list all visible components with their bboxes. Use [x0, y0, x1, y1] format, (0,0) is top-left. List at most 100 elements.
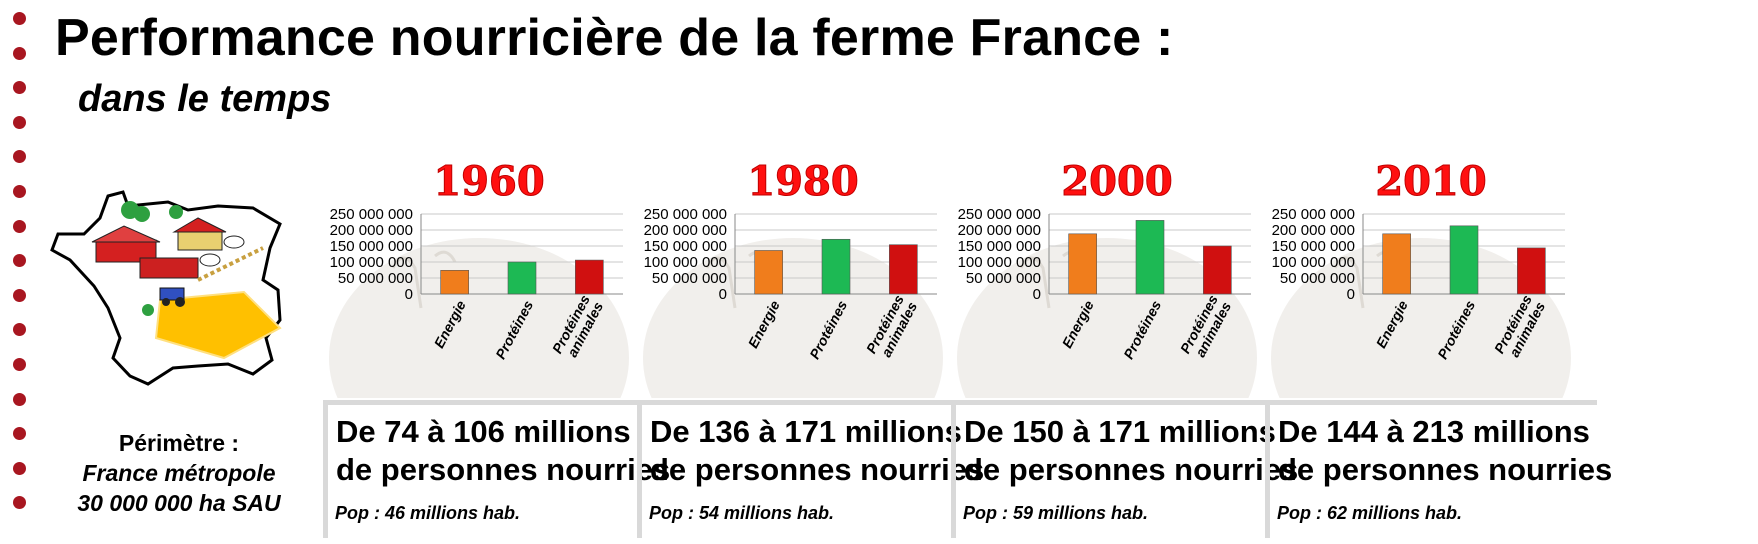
y-tick-label: 0 — [405, 286, 413, 303]
population-note: Pop : 59 millions hab. — [963, 503, 1149, 523]
decorative-dot — [13, 219, 26, 233]
y-tick-label: 200 000 000 — [1272, 222, 1355, 239]
headline-line-2: de personnes nourries — [1278, 452, 1613, 487]
decorative-dot — [13, 115, 26, 129]
year-heading: 2000 — [1061, 158, 1173, 206]
decorative-dot — [13, 81, 26, 95]
bar-proteines — [1135, 220, 1165, 295]
summary-box: De 144 à 213 millions de personnes nourri… — [1265, 400, 1612, 538]
headline-text: De 136 à 171 millions de personnes nourri… — [642, 405, 984, 489]
perimeter-scope: France métropole — [82, 460, 276, 486]
summary-box: De 136 à 171 millions de personnes nourri… — [637, 400, 984, 538]
headline-line-1: De 144 à 213 millions — [1278, 414, 1590, 449]
y-tick-label: 150 000 000 — [1272, 238, 1355, 255]
headline-line-1: De 136 à 171 millions — [650, 414, 962, 449]
bar-proteines — [1449, 225, 1479, 295]
cow — [223, 235, 245, 249]
headline-line-2: de personnes nourries — [964, 452, 1299, 487]
perimeter-label: Périmètre : — [118, 430, 240, 456]
population-note: Pop : 54 millions hab. — [649, 503, 835, 523]
france-farm-map-illustration — [50, 190, 282, 386]
y-tick-label: 250 000 000 — [644, 208, 727, 223]
headline-line-2: de personnes nourries — [336, 452, 671, 487]
tree-three — [169, 205, 183, 219]
barn — [139, 257, 199, 279]
bar-energie — [440, 270, 469, 295]
decorative-dot — [13, 46, 26, 60]
y-tick-label: 200 000 000 — [330, 222, 413, 239]
y-tick-label: 250 000 000 — [958, 208, 1041, 223]
headline-text: De 144 à 213 millions de personnes nourri… — [1270, 405, 1612, 489]
bar-proteines-animales — [1203, 245, 1232, 295]
bar-proteines — [507, 261, 537, 295]
summary-box: De 150 à 171 millions de personnes nourri… — [951, 400, 1298, 538]
decorative-dot — [13, 392, 26, 406]
year-panel: 2010 0 50 000 000 100 000 000 150 000 000 200… — [1265, 158, 1612, 538]
population-note: Pop : 62 millions hab. — [1277, 503, 1463, 523]
y-tick-label: 0 — [1347, 286, 1355, 303]
y-tick-label: 100 000 000 — [1272, 254, 1355, 271]
y-tick-label: 50 000 000 — [338, 270, 413, 287]
perimeter-caption: Périmètre : France métropole 30 000 000 … — [48, 428, 310, 518]
decorative-dot — [13, 12, 26, 25]
y-tick-label: 150 000 000 — [644, 238, 727, 255]
decorative-dot — [13, 184, 26, 198]
year-panel: 1960 0 50 000 000 100 000 000 150 000 000 200… — [323, 158, 670, 538]
year-panel: 1980 0 50 000 000 100 000 000 150 000 000 200… — [637, 158, 984, 538]
tree-four — [142, 304, 154, 316]
bar-proteines — [821, 238, 851, 295]
y-tick-label: 50 000 000 — [966, 270, 1041, 287]
bar-energie — [1068, 233, 1097, 295]
y-tick-label: 50 000 000 — [1280, 270, 1355, 287]
perimeter-area: 30 000 000 ha SAU — [77, 490, 281, 516]
y-tick-label: 100 000 000 — [958, 254, 1041, 271]
decorative-dot — [13, 427, 26, 441]
decorative-dot — [13, 288, 26, 302]
page-title: Performance nourricière de la ferme Fran… — [55, 9, 1174, 67]
y-tick-label: 100 000 000 — [644, 254, 727, 271]
year-panel: 2000 0 50 000 000 100 000 000 150 000 000 200… — [951, 158, 1298, 538]
decorative-dot — [13, 323, 26, 337]
farm-roof — [91, 225, 161, 243]
y-tick-label: 150 000 000 — [330, 238, 413, 255]
decorative-dot-column — [13, 12, 27, 531]
tractor-wheel-two — [175, 297, 185, 307]
barn-two-roof — [172, 217, 227, 233]
field — [154, 290, 282, 360]
decorative-dot — [13, 496, 26, 510]
tractor — [159, 287, 185, 301]
decorative-dot — [13, 150, 26, 164]
y-tick-label: 100 000 000 — [330, 254, 413, 271]
y-tick-label: 50 000 000 — [652, 270, 727, 287]
headline-line-1: De 150 à 171 millions — [964, 414, 1276, 449]
decorative-dot — [13, 357, 26, 371]
bar-energie — [754, 250, 783, 295]
y-tick-label: 250 000 000 — [1272, 208, 1355, 223]
y-tick-label: 0 — [719, 286, 727, 303]
headline-line-2: de personnes nourries — [650, 452, 985, 487]
decorative-dot — [13, 254, 26, 268]
barn-two — [177, 229, 223, 251]
page-subtitle: dans le temps — [78, 78, 332, 120]
background-hand — [391, 250, 457, 309]
decorative-dot — [13, 461, 26, 475]
headline-text: De 74 à 106 millions de personnes nourrie… — [328, 405, 670, 489]
tree-two — [134, 206, 150, 222]
y-tick-label: 200 000 000 — [644, 222, 727, 239]
y-tick-label: 0 — [1033, 286, 1041, 303]
population-note: Pop : 46 millions hab. — [335, 503, 521, 523]
fence — [197, 246, 264, 282]
headline-line-1: De 74 à 106 millions — [336, 414, 631, 449]
year-heading: 1960 — [433, 158, 545, 206]
cow-two — [199, 253, 221, 267]
y-tick-label: 200 000 000 — [958, 222, 1041, 239]
year-heading: 1980 — [747, 158, 859, 206]
year-heading: 2010 — [1375, 158, 1487, 206]
y-tick-label: 250 000 000 — [330, 208, 413, 223]
bar-energie — [1382, 233, 1411, 295]
bar-proteines-animales — [889, 244, 918, 295]
